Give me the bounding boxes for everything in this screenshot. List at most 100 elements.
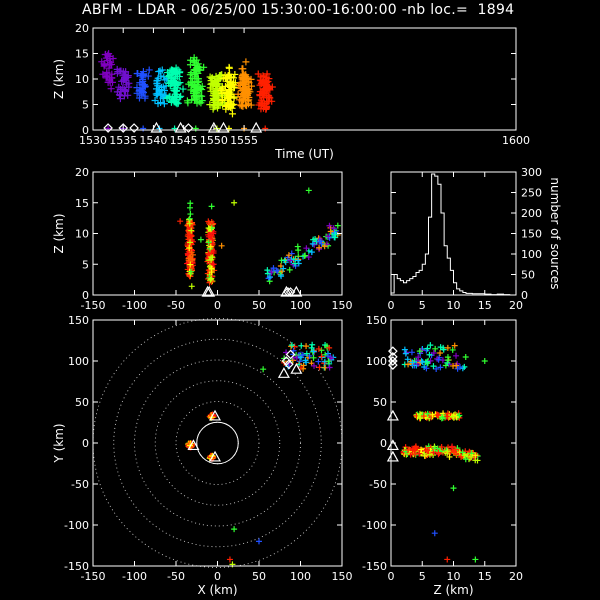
source-marker — [139, 70, 147, 78]
station-marker — [103, 123, 113, 133]
x-tick-label: 100 — [290, 299, 311, 312]
source-marker — [431, 445, 438, 452]
y-tick-label: 5 — [82, 258, 89, 271]
source-marker — [197, 84, 205, 92]
source-marker — [187, 211, 194, 218]
source-marker — [257, 96, 265, 104]
source-marker — [171, 86, 179, 94]
station-marker — [118, 123, 129, 133]
range-ring — [196, 421, 239, 465]
source-marker — [243, 73, 251, 81]
source-marker — [207, 77, 215, 85]
source-marker — [255, 101, 263, 109]
source-marker — [243, 85, 251, 93]
x-tick-label: 20 — [509, 570, 523, 583]
source-marker — [456, 364, 463, 371]
y-axis-label: number of sources — [548, 177, 562, 289]
station-marker — [285, 287, 296, 297]
source-marker — [459, 365, 466, 372]
source-marker — [420, 413, 427, 420]
time-height-sources — [98, 50, 276, 133]
source-marker — [225, 64, 233, 72]
source-marker — [315, 358, 322, 365]
y-tick-label: 100 — [68, 355, 89, 368]
station-marker — [183, 123, 194, 133]
station-marker — [388, 356, 398, 366]
y-tick-label: 150 — [68, 314, 89, 327]
x-tick-label: 1535 — [109, 134, 137, 147]
source-marker — [155, 68, 163, 76]
source-marker — [105, 64, 113, 72]
source-marker — [242, 95, 250, 103]
x-tick-label: -50 — [167, 299, 185, 312]
x-tick-label: -100 — [122, 299, 147, 312]
source-marker — [310, 354, 317, 361]
y-tick-label: -150 — [64, 560, 89, 573]
x-tick-label: 1550 — [200, 134, 228, 147]
source-marker — [461, 452, 468, 459]
source-marker — [157, 72, 165, 80]
y-tick-label: 100 — [366, 355, 387, 368]
source-marker — [108, 60, 116, 68]
source-marker — [449, 443, 456, 450]
x-tick-label: 0 — [388, 299, 395, 312]
source-marker — [450, 485, 457, 492]
source-marker — [453, 352, 460, 359]
source-marker — [169, 96, 177, 104]
source-marker — [411, 447, 418, 454]
station-marker — [208, 409, 222, 421]
source-marker — [193, 56, 201, 64]
source-marker — [427, 357, 434, 364]
source-marker — [418, 358, 425, 365]
source-marker — [139, 89, 147, 97]
source-marker — [185, 223, 192, 230]
source-marker — [184, 250, 191, 257]
source-marker — [205, 233, 212, 240]
source-marker — [187, 232, 194, 239]
source-marker — [445, 357, 452, 364]
source-marker — [197, 236, 204, 243]
source-marker — [144, 72, 152, 80]
source-marker — [235, 96, 243, 104]
x-tick-label: 1555 — [230, 134, 258, 147]
source-marker — [222, 105, 230, 113]
source-marker — [238, 86, 246, 94]
source-marker — [103, 72, 111, 80]
source-marker — [185, 80, 193, 88]
source-marker — [193, 81, 201, 89]
source-marker — [218, 96, 226, 104]
source-marker — [450, 412, 457, 419]
station-marker — [388, 346, 398, 357]
source-marker — [405, 361, 412, 368]
x-tick-label: 15 — [478, 299, 492, 312]
y-tick-label: 250 — [521, 187, 542, 200]
source-marker — [189, 57, 197, 65]
source-marker — [107, 85, 115, 93]
y-tick-label: 0 — [82, 437, 89, 450]
source-marker — [437, 364, 444, 371]
axes-frame — [92, 319, 343, 567]
source-marker — [239, 65, 247, 73]
source-marker — [124, 72, 132, 80]
source-marker — [247, 101, 255, 109]
source-marker — [160, 100, 168, 108]
source-marker — [226, 70, 234, 78]
x-tick-label: 0 — [214, 570, 221, 583]
x-axis-label: X (km) — [197, 583, 237, 597]
source-marker — [188, 249, 195, 256]
y-tick-label: 0 — [82, 124, 89, 137]
x-height-sources — [177, 187, 341, 297]
source-marker — [331, 234, 338, 241]
source-marker — [238, 102, 246, 110]
source-marker — [472, 556, 479, 563]
source-marker — [262, 74, 270, 82]
source-marker — [98, 58, 106, 66]
source-marker — [408, 349, 415, 356]
source-marker — [459, 449, 466, 456]
source-marker — [444, 413, 451, 420]
source-marker — [412, 451, 419, 458]
x-tick-label: 0 — [388, 570, 395, 583]
source-marker — [208, 275, 215, 282]
source-marker — [256, 88, 264, 96]
y-tick-label: -100 — [64, 519, 89, 532]
